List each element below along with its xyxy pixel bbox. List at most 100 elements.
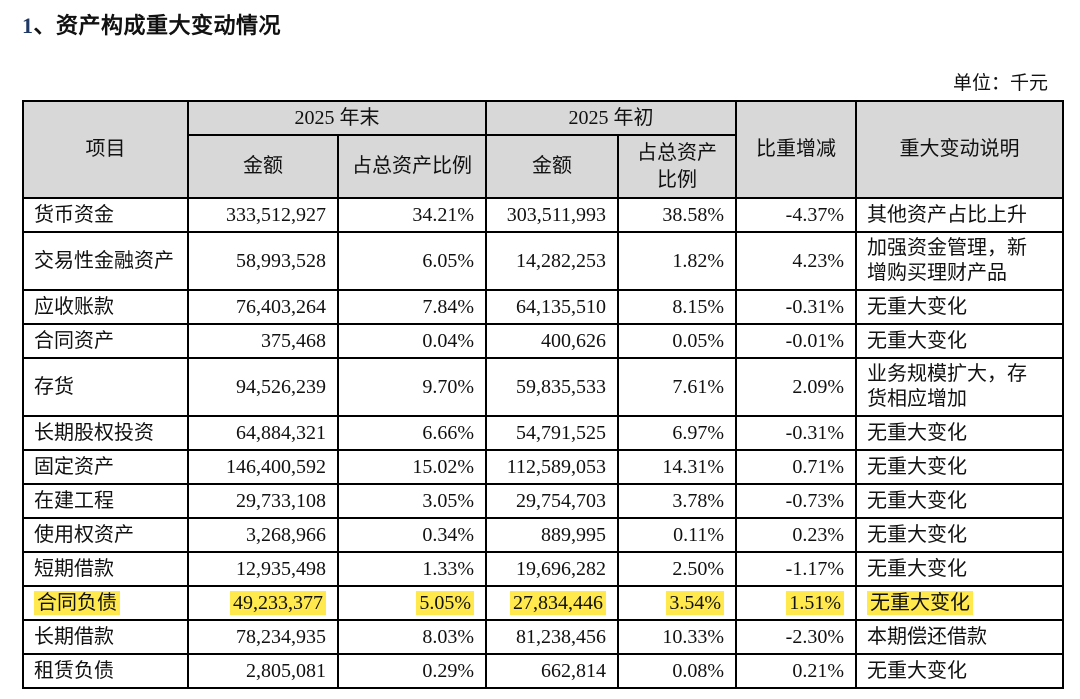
cell-item-text: 在建工程 <box>34 489 114 512</box>
col-header-amount-end: 金额 <box>187 134 339 199</box>
cell-item: 应收账款 <box>22 289 189 325</box>
cell-end-amount-text: 49,233,377 <box>230 590 326 615</box>
cell-end-amount-text: 58,993,528 <box>236 249 326 272</box>
cell-start-ratio-text: 2.50% <box>672 557 724 580</box>
cell-end-amount: 76,403,264 <box>187 289 339 325</box>
cell-end-amount: 94,526,239 <box>187 357 339 417</box>
cell-end-amount-text: 12,935,498 <box>236 557 326 580</box>
cell-start-ratio: 2.50% <box>617 551 737 587</box>
document-page: 1、资产构成重大变动情况 单位：千元 项目 2025 年末 2025 年初 比重… <box>0 8 1080 689</box>
table-row: 短期借款 12,935,498 1.33% 19,696,282 2.50% -1.17%… <box>22 551 1064 587</box>
cell-change: -2.30% <box>735 619 857 655</box>
cell-end-amount-text: 375,468 <box>261 329 326 352</box>
cell-note-text: 无重大变化 <box>867 590 973 615</box>
cell-start-amount: 64,135,510 <box>485 289 619 325</box>
cell-end-amount-text: 29,733,108 <box>236 489 326 512</box>
table-row: 在建工程 29,733,108 3.05% 29,754,703 3.78% -0.73%… <box>22 483 1064 519</box>
table-row: 长期借款 78,234,935 8.03% 81,238,456 10.33% -2.30… <box>22 619 1064 655</box>
cell-start-ratio-text: 8.15% <box>672 295 724 318</box>
cell-end-ratio: 0.34% <box>337 517 487 553</box>
cell-change-text: 1.51% <box>786 590 844 615</box>
header-row-periods: 项目 2025 年末 2025 年初 比重增减 重大变动说明 <box>22 100 1064 199</box>
cell-note: 加强资金管理，新增购买理财产品 <box>855 231 1064 291</box>
cell-start-amount: 54,791,525 <box>485 415 619 451</box>
cell-change: 0.71% <box>735 449 857 485</box>
cell-start-ratio-text: 7.61% <box>672 375 724 398</box>
cell-item-text: 长期股权投资 <box>34 421 154 444</box>
table-row: 合同负债 49,233,377 5.05% 27,834,446 3.54% 1.51% 无… <box>22 585 1064 621</box>
cell-end-ratio-text: 3.05% <box>422 489 474 512</box>
table-row: 合同资产 375,468 0.04% 400,626 0.05% -0.01% 无重大变化 <box>22 323 1064 359</box>
cell-change-text: -4.37% <box>785 203 844 226</box>
cell-end-ratio: 5.05% <box>337 585 487 621</box>
cell-start-amount: 14,282,253 <box>485 231 619 291</box>
cell-change-text: -2.30% <box>785 625 844 648</box>
cell-change-text: 4.23% <box>792 249 844 272</box>
cell-start-amount-text: 64,135,510 <box>516 295 606 318</box>
cell-end-amount: 146,400,592 <box>187 449 339 485</box>
cell-start-ratio-text: 14.31% <box>662 455 724 478</box>
cell-start-ratio-text: 1.82% <box>672 249 724 272</box>
cell-item: 交易性金融资产 <box>22 231 189 291</box>
cell-start-ratio-text: 38.58% <box>662 203 724 226</box>
cell-start-amount-text: 112,589,053 <box>506 455 606 478</box>
cell-start-ratio: 1.82% <box>617 231 737 291</box>
cell-item-text: 交易性金融资产 <box>34 249 174 272</box>
cell-end-ratio-text: 0.04% <box>422 329 474 352</box>
cell-start-amount-text: 889,995 <box>541 523 606 546</box>
cell-start-ratio-text: 6.97% <box>672 421 724 444</box>
unit-label: 单位：千元 <box>952 73 1048 94</box>
cell-item: 短期借款 <box>22 551 189 587</box>
cell-start-ratio: 0.08% <box>617 653 737 689</box>
cell-end-amount: 375,468 <box>187 323 339 359</box>
cell-item: 在建工程 <box>22 483 189 519</box>
cell-change-text: -0.01% <box>785 329 844 352</box>
cell-change: -4.37% <box>735 197 857 233</box>
cell-end-amount: 2,805,081 <box>187 653 339 689</box>
section-title: 1、资产构成重大变动情况 <box>22 8 1080 40</box>
cell-change: -0.31% <box>735 415 857 451</box>
cell-item-text: 合同负债 <box>34 590 120 615</box>
cell-note-text: 无重大变化 <box>867 421 967 444</box>
cell-note-text: 无重大变化 <box>867 489 967 512</box>
cell-note-text: 无重大变化 <box>867 329 967 352</box>
table-header: 项目 2025 年末 2025 年初 比重增减 重大变动说明 金额 占总资产比例… <box>22 100 1064 199</box>
cell-end-amount: 64,884,321 <box>187 415 339 451</box>
cell-start-amount-text: 59,835,533 <box>516 375 606 398</box>
cell-end-amount: 58,993,528 <box>187 231 339 291</box>
cell-note: 无重大变化 <box>855 415 1064 451</box>
cell-item: 合同资产 <box>22 323 189 359</box>
cell-note: 其他资产占比上升 <box>855 197 1064 233</box>
cell-end-ratio: 6.66% <box>337 415 487 451</box>
cell-end-ratio-text: 6.66% <box>422 421 474 444</box>
cell-start-amount: 27,834,446 <box>485 585 619 621</box>
col-header-item: 项目 <box>22 100 189 199</box>
cell-item-text: 使用权资产 <box>34 523 134 546</box>
cell-note-text: 业务规模扩大，存货相应增加 <box>867 363 1027 410</box>
table-row: 货币资金 333,512,927 34.21% 303,511,993 38.58% -4… <box>22 197 1064 233</box>
cell-note-text: 加强资金管理，新增购买理财产品 <box>867 237 1027 284</box>
cell-start-ratio-text: 0.11% <box>673 523 724 546</box>
cell-change: -0.01% <box>735 323 857 359</box>
cell-end-ratio: 34.21% <box>337 197 487 233</box>
table-row: 使用权资产 3,268,966 0.34% 889,995 0.11% 0.23% 无重大变… <box>22 517 1064 553</box>
col-header-ratio-start-text: 占总资产比例 <box>637 141 717 191</box>
cell-item: 租赁负债 <box>22 653 189 689</box>
cell-start-ratio: 8.15% <box>617 289 737 325</box>
cell-start-amount-text: 27,834,446 <box>510 590 606 615</box>
cell-end-ratio-text: 6.05% <box>422 249 474 272</box>
cell-note: 本期偿还借款 <box>855 619 1064 655</box>
cell-change-text: 0.71% <box>792 455 844 478</box>
cell-start-ratio: 38.58% <box>617 197 737 233</box>
cell-start-amount: 81,238,456 <box>485 619 619 655</box>
asset-change-table: 项目 2025 年末 2025 年初 比重增减 重大变动说明 金额 占总资产比例… <box>22 100 1064 689</box>
cell-end-ratio: 8.03% <box>337 619 487 655</box>
cell-end-ratio-text: 5.05% <box>416 590 474 615</box>
cell-start-ratio: 3.54% <box>617 585 737 621</box>
cell-item-text: 固定资产 <box>34 455 114 478</box>
cell-end-amount: 78,234,935 <box>187 619 339 655</box>
cell-note-text: 本期偿还借款 <box>867 625 987 648</box>
cell-end-ratio: 9.70% <box>337 357 487 417</box>
cell-start-ratio: 3.78% <box>617 483 737 519</box>
cell-end-ratio: 6.05% <box>337 231 487 291</box>
